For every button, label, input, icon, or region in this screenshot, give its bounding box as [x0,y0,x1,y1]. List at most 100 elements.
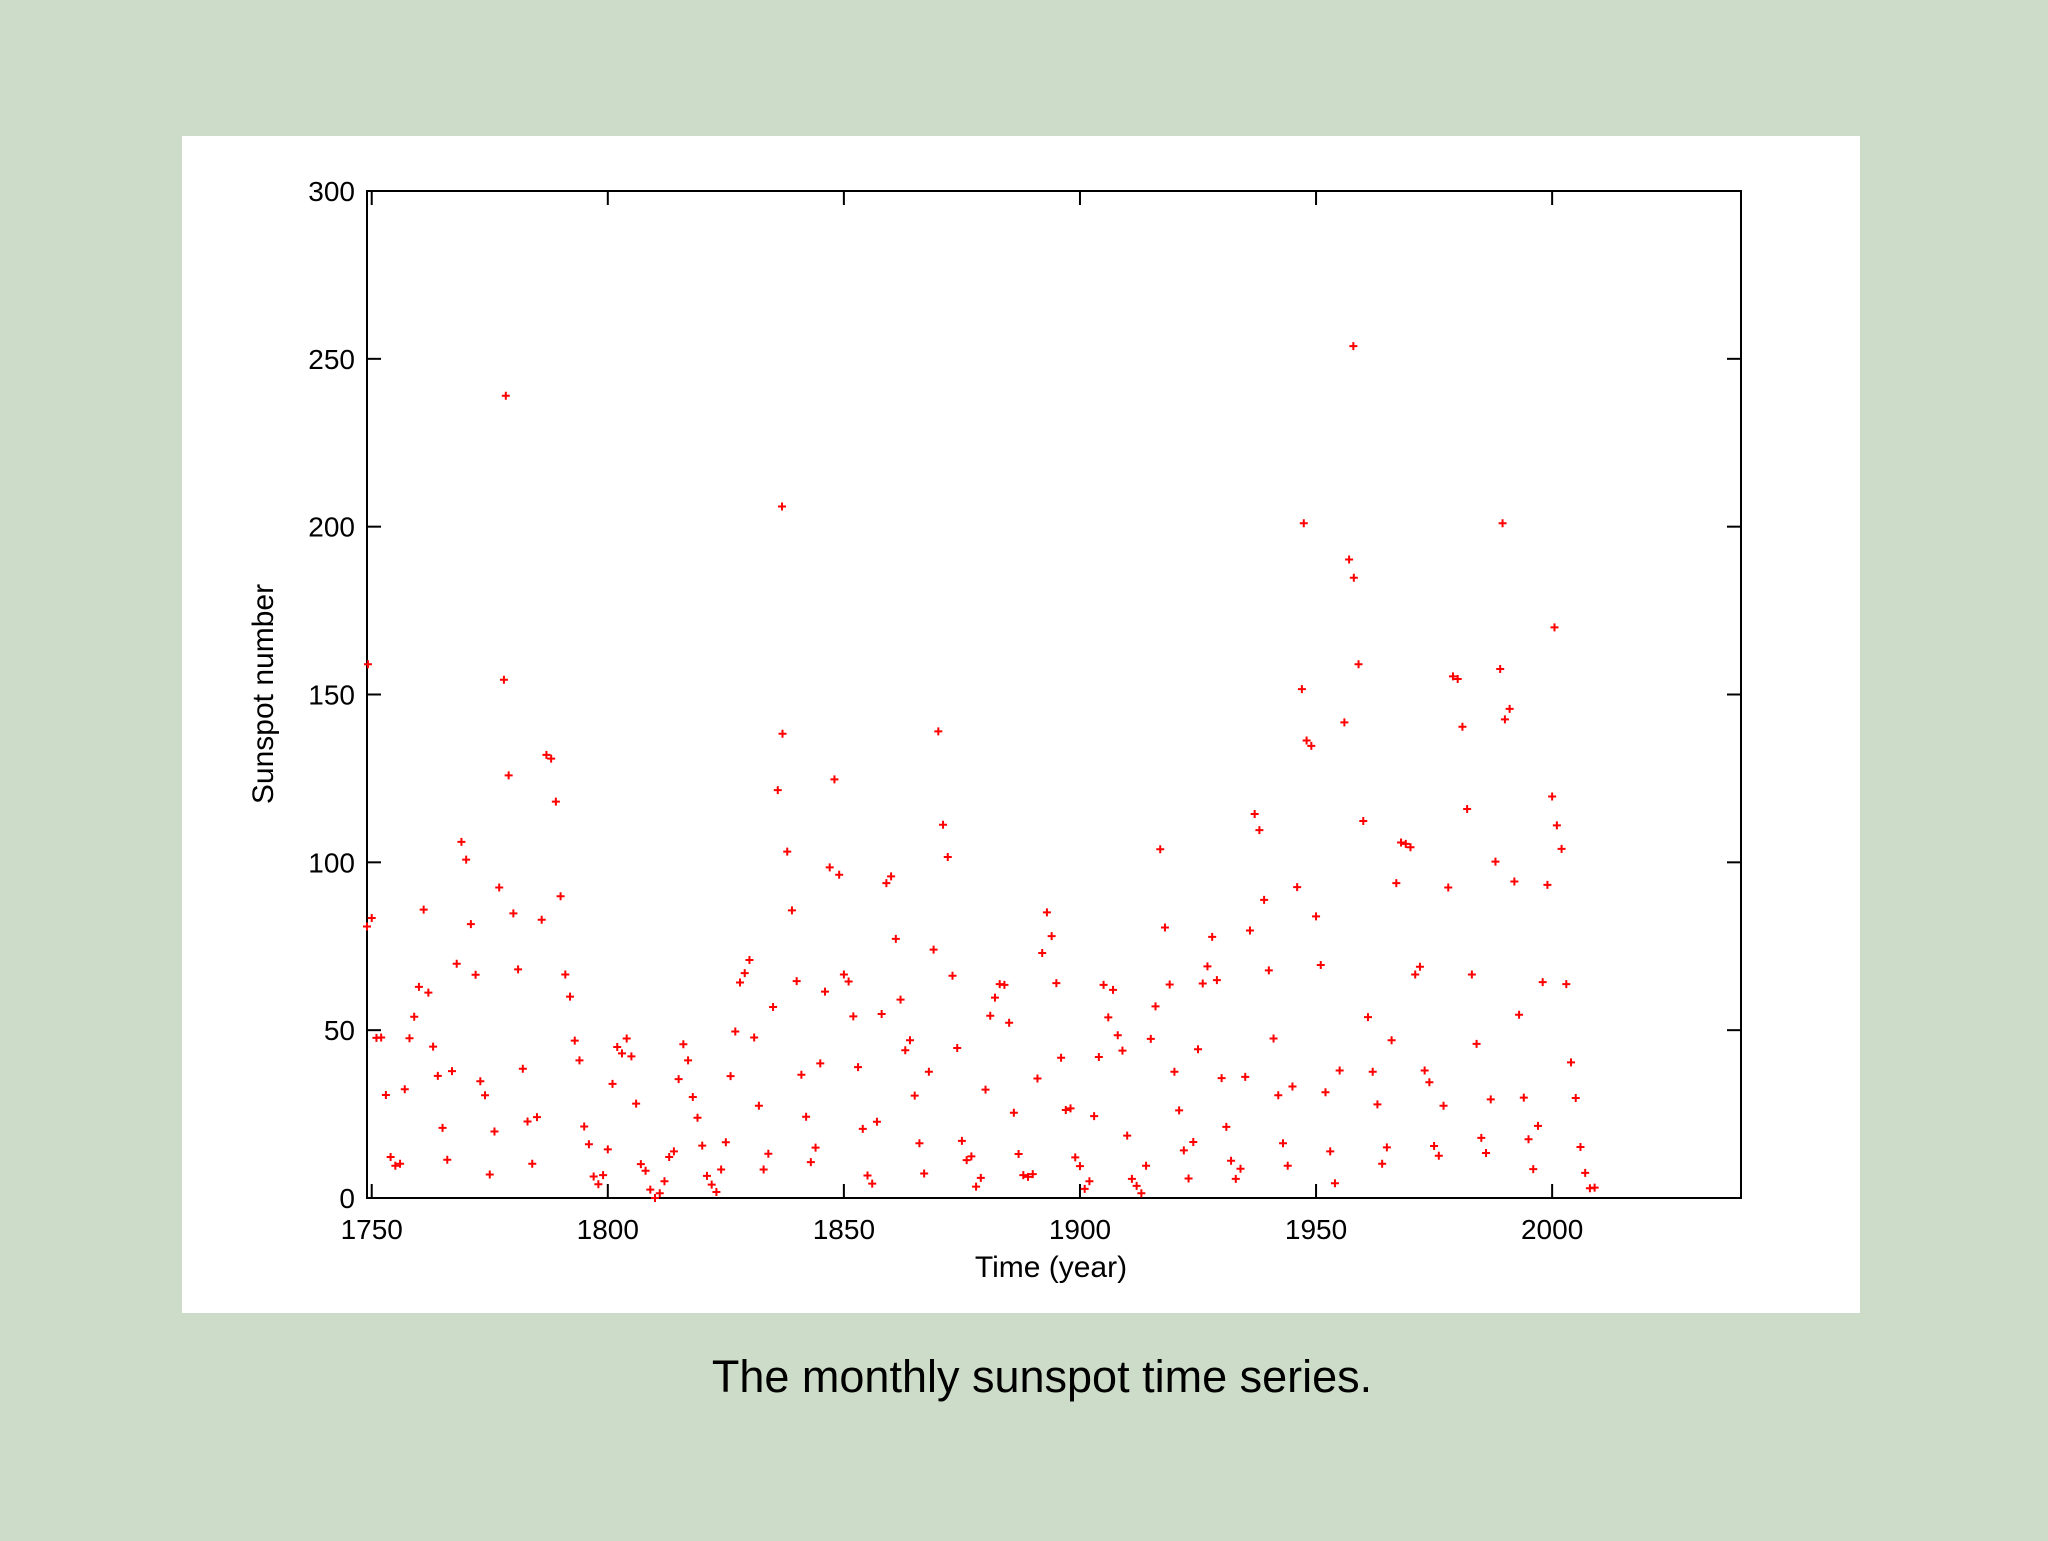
point [1231,1174,1240,1183]
point [1448,672,1457,681]
point [1217,1074,1226,1083]
point [405,1034,414,1043]
point [1359,817,1368,826]
point [1279,1139,1287,1148]
point [1160,923,1169,932]
point [1113,1031,1122,1040]
point [1349,342,1358,351]
point [792,977,801,986]
point [1165,980,1174,989]
point [641,1166,650,1175]
point [481,1091,490,1100]
point [504,771,513,780]
point [1529,1165,1538,1174]
point [830,775,839,784]
point [1028,1170,1037,1179]
point [674,1075,683,1084]
point [490,1127,499,1136]
x-tick-label: 1850 [813,1214,875,1245]
point [1057,1053,1066,1062]
point [1498,519,1507,528]
point [939,820,948,829]
point [471,970,480,979]
point [1439,1101,1448,1110]
point [1227,1156,1236,1165]
point [1354,660,1363,669]
point [986,1011,995,1020]
point [712,1187,721,1196]
point [1477,1133,1486,1142]
point [632,1099,641,1108]
point [547,754,556,763]
point [684,1056,693,1065]
point [896,995,905,1004]
point [750,1033,759,1042]
point [1590,1183,1599,1192]
point [721,1138,730,1147]
point [433,1071,442,1080]
point [872,1117,881,1126]
point [514,965,523,974]
y-tick-label: 300 [308,176,355,207]
x-tick-label: 2000 [1521,1214,1583,1245]
point [1420,1066,1429,1075]
point [669,1147,678,1156]
point [698,1141,707,1150]
point [868,1179,877,1188]
point [967,1152,976,1161]
point [882,879,891,888]
point [797,1070,806,1079]
point [764,1149,773,1158]
point [1297,685,1306,694]
point [1453,675,1462,684]
point [1505,704,1514,713]
point [584,1140,593,1149]
point [1496,664,1505,673]
point [410,1012,419,1021]
point [575,1056,584,1065]
point [1151,1002,1160,1011]
point [778,729,787,738]
point [523,1117,532,1126]
point [570,1036,579,1045]
point [594,1180,603,1189]
point [948,971,957,980]
point [1538,978,1547,987]
point [811,1143,820,1152]
point [759,1165,768,1174]
point [1005,1018,1014,1027]
point [1170,1067,1179,1076]
point [1099,980,1108,989]
caption: The monthly sunspot time series. [712,1351,1372,1402]
point [1345,555,1354,564]
point [1241,1072,1250,1081]
point [501,391,510,400]
point [1236,1164,1245,1173]
point [1340,718,1349,727]
x-tick-label: 1950 [1285,1214,1347,1245]
point [1255,826,1264,835]
point [1307,741,1316,750]
point [1299,519,1308,528]
point [1104,1013,1113,1022]
point [1080,1184,1089,1193]
point [1463,804,1472,813]
point [396,1159,405,1168]
point [556,892,565,901]
point [424,988,433,997]
point [476,1077,485,1086]
point [679,1040,688,1049]
point [363,660,372,669]
point [429,1042,438,1051]
point [386,1153,395,1162]
point [414,982,423,991]
point [910,1091,919,1100]
point [1524,1135,1533,1144]
point [1109,985,1118,994]
point [981,1085,990,1094]
point [1175,1106,1184,1115]
point [1567,1058,1576,1067]
y-tick-label: 250 [308,344,355,375]
point [1024,1172,1033,1181]
